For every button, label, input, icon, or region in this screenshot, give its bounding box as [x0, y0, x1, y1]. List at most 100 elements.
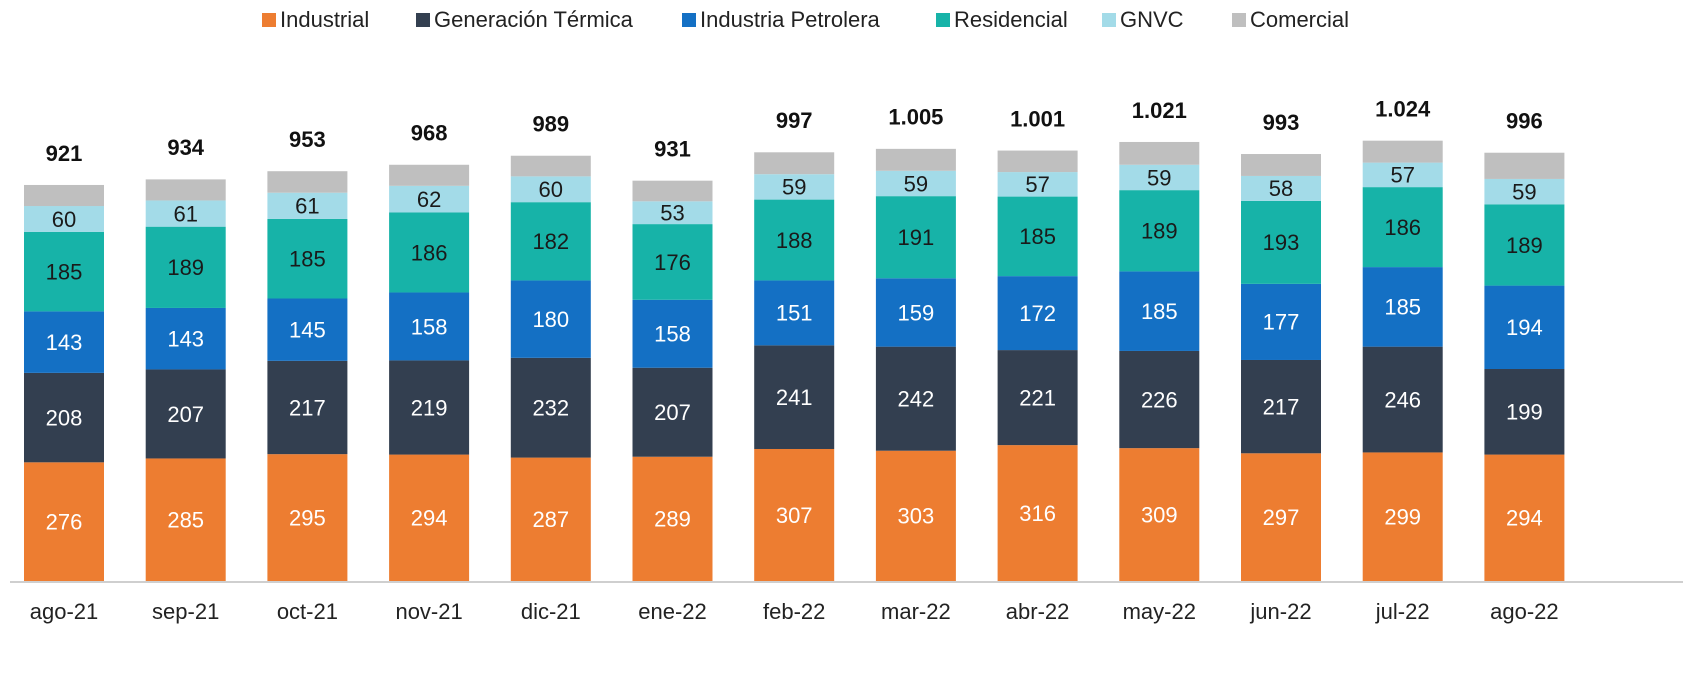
total-label: 1.005	[888, 105, 943, 130]
legend-swatch	[416, 13, 430, 27]
bar-segment	[875, 450, 956, 581]
data-label: 185	[1384, 295, 1421, 320]
bar-segment	[1362, 267, 1443, 347]
bar-segment	[997, 350, 1078, 446]
bar-segment	[754, 448, 835, 581]
x-tick-label: mar-22	[881, 599, 951, 624]
data-label: 159	[898, 300, 935, 325]
bar-segment	[389, 185, 470, 213]
data-label: 188	[776, 228, 813, 253]
total-label: 997	[776, 108, 813, 133]
x-tick-label: feb-22	[763, 599, 825, 624]
x-tick-label: jun-22	[1249, 599, 1311, 624]
bar-segment	[145, 458, 226, 581]
data-label: 57	[1025, 172, 1049, 197]
data-label: 57	[1390, 163, 1414, 188]
bar-segment	[145, 307, 226, 370]
bar-segment	[875, 170, 956, 197]
data-label: 186	[1384, 215, 1421, 240]
bar-segment	[754, 280, 835, 346]
x-tick-label: jul-22	[1375, 599, 1430, 624]
data-label: 143	[46, 330, 83, 355]
bar-segment	[1362, 346, 1443, 453]
data-label: 199	[1506, 400, 1543, 425]
data-label: 207	[654, 400, 691, 425]
total-label: 1.024	[1375, 96, 1431, 121]
data-label: 151	[776, 301, 813, 326]
total-label: 931	[654, 136, 691, 161]
bar-segment	[1241, 453, 1321, 581]
data-label: 182	[532, 229, 569, 254]
bar-segment	[632, 367, 713, 457]
bar-segment	[632, 299, 713, 368]
data-label: 295	[289, 505, 326, 530]
x-tick-label: ene-22	[638, 599, 707, 624]
legend-swatch	[682, 13, 696, 27]
total-label: 996	[1506, 109, 1543, 134]
bar-segment	[632, 456, 713, 581]
data-label: 189	[167, 255, 204, 280]
bar-segment	[875, 196, 956, 279]
data-label: 219	[411, 395, 448, 420]
bar-segment	[1484, 204, 1565, 286]
data-label: 185	[289, 247, 326, 272]
data-label: 62	[417, 187, 441, 212]
data-label: 207	[167, 402, 204, 427]
x-tick-label: dic-21	[521, 599, 581, 624]
bar-segment	[389, 292, 470, 361]
total-label: 953	[289, 127, 326, 152]
bar-segment	[267, 218, 348, 299]
bar-segment	[510, 176, 591, 203]
data-label: 189	[1506, 233, 1543, 258]
x-tick-label: ago-22	[1490, 599, 1559, 624]
total-label: 1.021	[1132, 98, 1187, 123]
bar-segment	[389, 360, 470, 455]
data-label: 309	[1141, 502, 1178, 527]
data-label: 59	[1512, 179, 1536, 204]
data-label: 60	[52, 207, 76, 232]
total-label: 989	[532, 112, 569, 137]
data-label: 61	[173, 201, 197, 226]
bar-segment	[145, 369, 226, 459]
bar-segment	[24, 231, 104, 312]
x-tick-label: nov-21	[395, 599, 462, 624]
data-label: 246	[1384, 387, 1421, 412]
bar-segment	[145, 179, 226, 201]
data-label: 193	[1263, 230, 1300, 255]
data-label: 145	[289, 317, 326, 342]
data-label: 285	[167, 508, 204, 533]
legend-swatch	[262, 13, 276, 27]
bar-segment	[24, 311, 104, 373]
data-label: 316	[1019, 501, 1056, 526]
bar-segment	[1119, 350, 1200, 449]
bar-segment	[510, 280, 591, 358]
bar-segment	[510, 457, 591, 581]
data-label: 194	[1506, 315, 1543, 340]
bar-segment	[1119, 164, 1200, 191]
x-tick-label: ago-21	[30, 599, 99, 624]
bar-segment	[145, 226, 226, 308]
data-label: 59	[904, 171, 928, 196]
bar-segment	[997, 276, 1078, 351]
bar-segment	[997, 172, 1078, 197]
data-label: 303	[898, 504, 935, 529]
data-label: 59	[782, 175, 806, 200]
legend-label: Generación Térmica	[434, 7, 634, 32]
bar-segment	[1362, 162, 1443, 188]
bar-segment	[997, 445, 1078, 581]
bar-segment	[875, 278, 956, 347]
bar-segment	[145, 200, 226, 227]
data-label: 241	[776, 385, 813, 410]
bar-segment	[389, 164, 470, 186]
data-label: 61	[295, 194, 319, 219]
data-label: 208	[46, 405, 83, 430]
bar-segment	[997, 150, 1078, 173]
total-label: 993	[1263, 110, 1300, 135]
data-label: 242	[898, 386, 935, 411]
data-label: 172	[1019, 301, 1056, 326]
total-label: 934	[167, 135, 204, 160]
bar-segment	[510, 357, 591, 458]
bar-segment	[632, 201, 713, 225]
data-label: 226	[1141, 387, 1178, 412]
data-label: 185	[1141, 299, 1178, 324]
